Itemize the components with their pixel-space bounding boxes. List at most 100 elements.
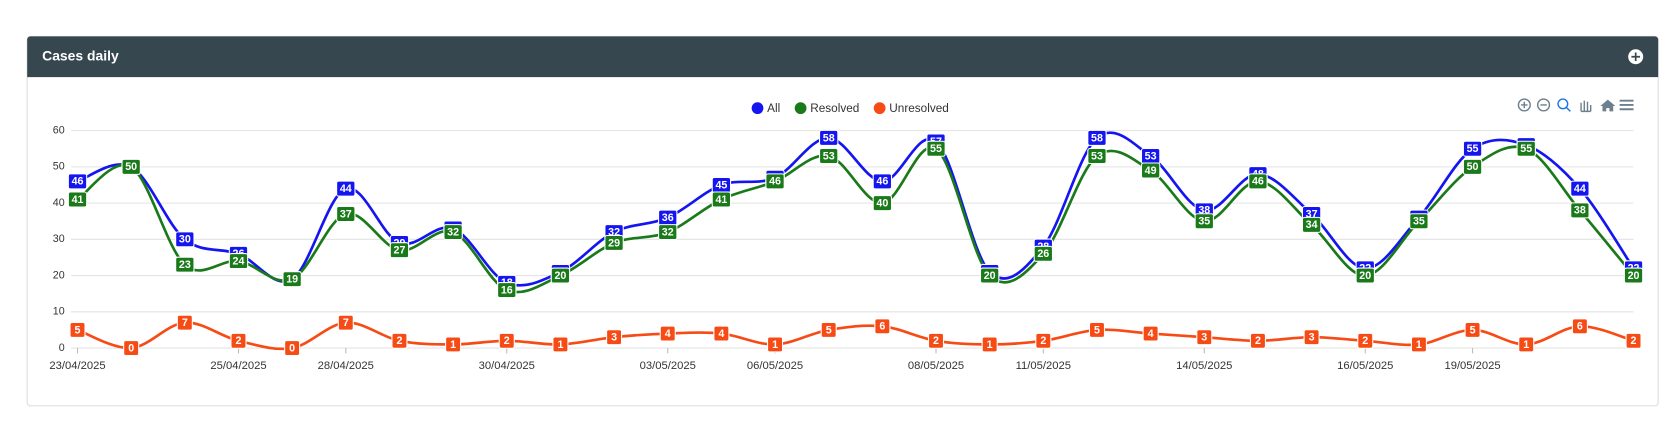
data-label-text: 46 [72,176,84,188]
data-label-box [175,231,195,248]
data-label-text: 19 [286,274,298,286]
data-label-box [1357,332,1374,349]
reset-button[interactable] [1600,99,1616,112]
pan-button[interactable] [1580,100,1592,113]
zoom-in-button[interactable] [1517,98,1531,112]
y-tick-label: 40 [53,197,65,209]
data-label-text: 7 [182,317,188,329]
data-label-box [389,242,410,259]
data-label-box [1409,213,1429,230]
data-label-text: 27 [394,245,406,257]
data-label-box [1194,213,1214,230]
data-label-text: 5 [826,324,832,336]
data-label: 32 [443,224,463,241]
data-label-text: 34 [1306,219,1318,231]
data-label: 7 [176,314,193,331]
data-label-text: 50 [125,161,137,173]
data-label-box [228,253,249,270]
data-label-text: 2 [236,335,242,347]
legend-marker [751,102,764,115]
data-label-text: 20 [984,270,996,282]
data-label-box [230,332,247,349]
data-label-box [1625,332,1642,349]
menu-button[interactable] [1619,99,1634,111]
x-tick-label: 11/05/2025 [1016,360,1071,372]
legend-marker [794,102,807,115]
data-label: 26 [1033,245,1054,262]
data-label-text: 1 [450,339,456,351]
data-label: 7 [337,314,354,331]
data-label-box [123,340,140,357]
data-label-text: 38 [1198,205,1210,217]
data-label-text: 20 [1359,270,1371,282]
data-label: 4 [659,325,676,342]
data-label-text: 53 [1091,150,1103,162]
y-tick-label: 50 [53,161,65,173]
data-label-box [1410,336,1427,353]
selection-zoom-button[interactable] [1557,98,1571,112]
data-label: 30 [175,231,195,248]
zoom-out-button[interactable] [1536,98,1551,112]
data-label: 35 [1409,213,1429,230]
data-label: 58 [1087,129,1107,146]
data-label-text: 55 [930,143,942,155]
legend: All Resolved Unresolved [751,102,949,115]
data-label: 4 [1142,325,1159,342]
data-label-text: 1 [772,339,778,351]
data-label-box [979,267,1000,284]
data-label: 3 [1303,329,1320,346]
data-label-box [336,205,356,223]
data-label: 53 [1140,147,1161,165]
data-label-box [872,195,893,212]
data-label: 5 [1088,321,1106,338]
data-label-box [1196,329,1213,346]
data-label: 2 [498,332,515,349]
data-label: 35 [1194,213,1214,230]
data-label-text: 0 [289,342,295,354]
data-label-box [175,256,195,273]
x-tick-label: 16/05/2025 [1337,360,1393,372]
card-header [27,36,1659,78]
data-label: 20 [979,267,1000,284]
data-label-box [550,267,571,284]
legend-label: All [767,102,780,115]
data-label-text: 55 [1467,143,1479,155]
data-label: 0 [123,340,140,357]
data-label-text: 44 [1574,183,1586,195]
legend-item[interactable]: Unresolved [873,102,949,115]
data-label: 16 [497,282,517,299]
legend-item[interactable]: All [751,102,781,115]
data-label-text: 4 [1148,328,1154,340]
data-label-text: 50 [1467,161,1479,173]
data-label: 46 [1248,173,1268,190]
data-label: 58 [819,129,839,146]
fullscreen-button[interactable] [1628,49,1644,65]
data-label-box [926,140,946,157]
data-label-box [443,224,463,241]
data-label: 46 [67,173,88,190]
data-label-text: 37 [340,208,352,220]
y-tick-label: 10 [53,306,65,318]
data-label-text: 24 [233,255,245,267]
legend-marker [873,102,886,115]
x-tick-label: 03/05/2025 [640,360,696,372]
data-label-text: 35 [1413,216,1425,228]
legend-item[interactable]: Resolved [794,102,860,115]
data-label: 1 [767,336,784,353]
data-label-text: 2 [1255,335,1261,347]
data-label-box [1518,336,1535,353]
data-label-box [1623,267,1644,284]
data-label: 1 [981,336,998,353]
data-label-text: 55 [1520,143,1532,155]
data-label: 20 [1355,267,1375,284]
data-label-text: 20 [554,270,566,282]
data-label: 2 [1035,332,1052,349]
x-tick-label: 30/04/2025 [479,360,535,372]
data-label-text: 1 [557,339,563,351]
data-label: 41 [67,191,88,208]
data-label-box [1462,140,1483,157]
data-label-text: 44 [340,183,352,195]
data-label: 2 [391,332,408,349]
data-label-text: 1 [1523,339,1529,351]
data-label: 49 [1140,162,1161,179]
